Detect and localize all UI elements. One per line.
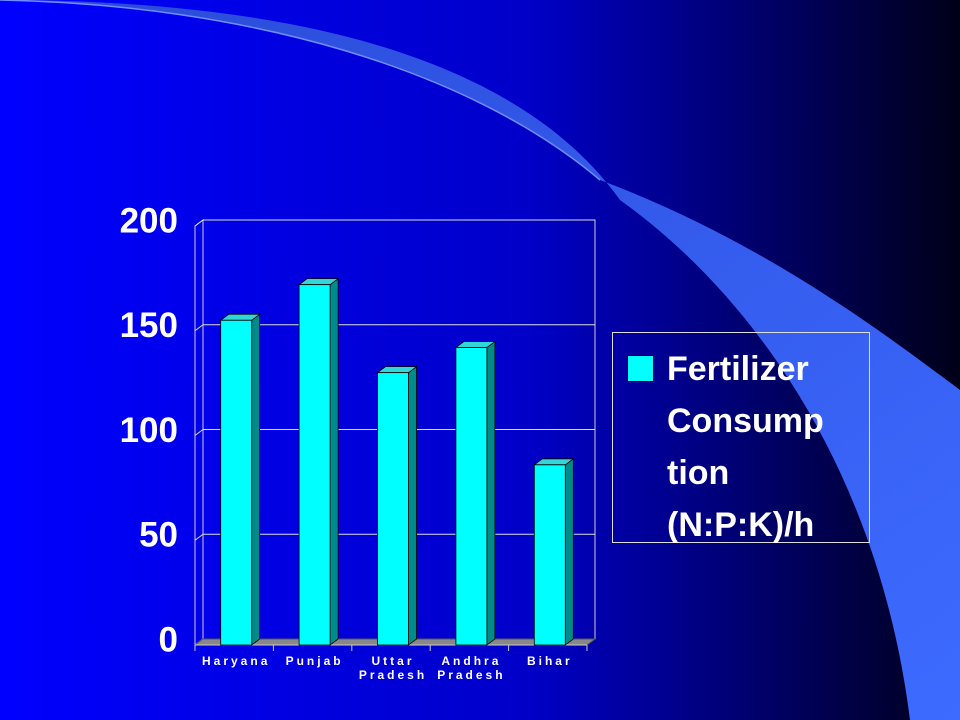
- y-tick-label: 200: [120, 201, 178, 240]
- bar: [377, 372, 409, 646]
- legend-swatch: [627, 355, 654, 382]
- x-tick-label: Uttar Pradesh: [358, 654, 428, 682]
- bar-side: [564, 458, 574, 646]
- x-tick-label: Andhra Pradesh: [437, 654, 506, 682]
- y-tick: [194, 219, 204, 227]
- x-tick-label: Bihar: [526, 654, 573, 668]
- y-tick-label: 50: [139, 516, 178, 555]
- y-tick-label: 0: [159, 620, 178, 659]
- bar-side: [251, 313, 261, 646]
- x-tick-label: Punjab: [285, 654, 344, 668]
- y-tick: [194, 533, 204, 541]
- bar-side: [329, 277, 339, 646]
- y-tick-label: 100: [120, 411, 178, 450]
- background-curve: [0, 0, 601, 181]
- y-tick: [194, 324, 204, 332]
- bar: [533, 464, 566, 646]
- y-tick-label: 150: [120, 306, 178, 345]
- y-tick: [194, 429, 204, 436]
- x-tick-label: Haryana: [202, 654, 271, 668]
- legend-label: Fertilizer Consumption (N:P:K)/h: [667, 350, 824, 544]
- bar: [298, 284, 331, 646]
- bar: [220, 319, 253, 646]
- legend: Fertilizer Consumption (N:P:K)/h: [612, 332, 870, 544]
- bar-side: [486, 340, 496, 646]
- bar: [455, 347, 488, 646]
- bar-side: [408, 365, 417, 646]
